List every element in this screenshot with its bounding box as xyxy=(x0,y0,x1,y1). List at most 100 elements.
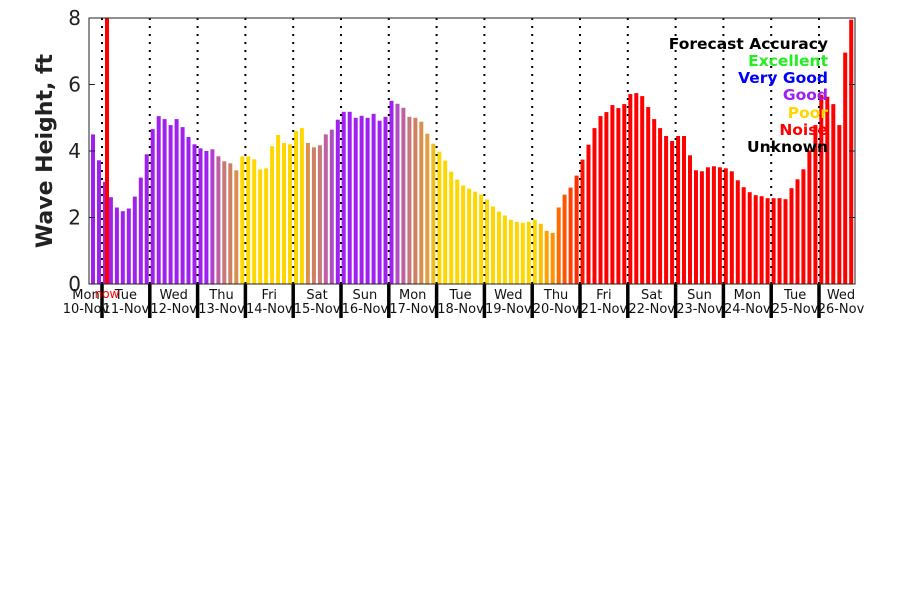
wave-bar xyxy=(711,166,716,284)
wave-bar xyxy=(353,117,358,285)
wave-bar xyxy=(401,107,406,284)
wave-bar xyxy=(359,115,364,284)
x-day-date: 14-Nov xyxy=(246,302,293,317)
wave-bar xyxy=(144,154,149,284)
wave-bar xyxy=(299,128,304,284)
wave-bar xyxy=(335,119,340,284)
wave-bar xyxy=(759,196,764,284)
wave-bar xyxy=(102,181,107,284)
wave-bar xyxy=(120,211,125,284)
wave-bar xyxy=(186,137,191,284)
wave-bar xyxy=(574,175,579,284)
wave-bar xyxy=(413,117,418,285)
wave-bar xyxy=(723,168,728,284)
wave-bar xyxy=(455,179,460,284)
wave-bar xyxy=(246,156,251,284)
wave-bar xyxy=(258,169,263,284)
wave-bar xyxy=(491,206,495,284)
wave-bar xyxy=(162,119,167,284)
wave-bar xyxy=(138,177,143,284)
wave-bar xyxy=(843,52,848,284)
wave-bar xyxy=(544,230,549,284)
wave-bar xyxy=(502,215,507,284)
wave-bar xyxy=(443,160,448,284)
wave-bar xyxy=(204,151,209,284)
wave-bar xyxy=(556,207,561,284)
wave-bar xyxy=(180,127,185,284)
wave-bar xyxy=(622,104,627,284)
wave-bar xyxy=(520,222,525,284)
legend-good: Good xyxy=(783,86,828,104)
x-day-name: Fri xyxy=(596,288,612,303)
x-day-date: 13-Nov xyxy=(198,302,245,317)
now-marker xyxy=(105,18,109,284)
x-day-name: Wed xyxy=(494,288,522,303)
x-axis: Mon10-NovTue11-NovWed12-NovThu13-NovFri1… xyxy=(63,288,865,317)
wave-bar xyxy=(580,159,585,284)
wave-bar xyxy=(216,156,221,284)
wave-bar xyxy=(538,223,543,284)
wave-bar xyxy=(813,125,818,284)
x-day-name: Thu xyxy=(208,288,233,303)
wave-bar xyxy=(765,198,770,284)
legend-very-good: Very Good xyxy=(738,69,828,87)
legend: Forecast Accuracy Excellent Very Good Go… xyxy=(669,35,829,156)
wave-bar xyxy=(735,180,740,284)
wave-bar xyxy=(610,105,615,284)
wave-bar xyxy=(437,151,442,284)
wave-bar xyxy=(837,125,842,284)
plot-frame xyxy=(88,17,856,285)
legend-excellent: Excellent xyxy=(748,52,828,70)
wave-bar xyxy=(264,168,269,284)
wave-bar xyxy=(628,94,633,284)
wave-bar xyxy=(168,125,173,284)
wave-bar xyxy=(771,198,776,284)
wave-bar xyxy=(329,129,334,284)
now-label: now xyxy=(95,287,120,301)
wave-bar xyxy=(676,136,681,284)
wave-bar xyxy=(228,163,233,284)
legend-title: Forecast Accuracy xyxy=(669,35,828,53)
wave-bar xyxy=(305,143,310,284)
x-day-name: Mon xyxy=(399,288,426,303)
wave-bar xyxy=(783,199,788,284)
x-day-date: 15-Nov xyxy=(294,302,341,317)
wave-bar xyxy=(449,171,454,284)
wave-bar xyxy=(479,194,484,284)
wave-bar xyxy=(562,194,567,284)
x-day-date: 19-Nov xyxy=(485,302,532,317)
wave-bar xyxy=(831,104,836,284)
wave-bar xyxy=(777,198,782,284)
wave-bar xyxy=(132,196,137,284)
x-day-name: Wed xyxy=(160,288,188,303)
wave-bar xyxy=(526,221,531,284)
wave-bar xyxy=(514,221,519,284)
y-axis: 0 2 4 6 8 xyxy=(68,6,855,296)
wave-bar xyxy=(699,171,704,284)
y-tick-label: 8 xyxy=(68,6,81,30)
x-day-date: 26-Nov xyxy=(818,302,865,317)
wave-bar xyxy=(108,197,113,284)
y-tick-label: 6 xyxy=(68,73,81,97)
wave-bar xyxy=(91,134,95,284)
x-day-date: 25-Nov xyxy=(772,302,819,317)
wave-bar xyxy=(371,113,376,284)
wave-bar xyxy=(431,143,436,284)
x-day-name: Tue xyxy=(783,288,806,303)
wave-bar xyxy=(317,145,322,284)
wave-bar xyxy=(508,219,513,284)
wave-bar xyxy=(222,161,227,284)
wave-bar xyxy=(568,187,573,284)
wave-bar xyxy=(425,133,430,284)
wave-bar xyxy=(461,185,466,284)
wave-bar xyxy=(377,120,382,284)
x-day-name: Tue xyxy=(448,288,471,303)
x-day-date: 20-Nov xyxy=(533,302,580,317)
y-tick-label: 0 xyxy=(68,272,81,296)
x-day-name: Tue xyxy=(114,288,137,303)
wave-bar xyxy=(323,134,328,284)
wave-bar xyxy=(670,141,675,284)
wave-bar xyxy=(365,117,370,285)
wave-bar xyxy=(311,147,316,284)
